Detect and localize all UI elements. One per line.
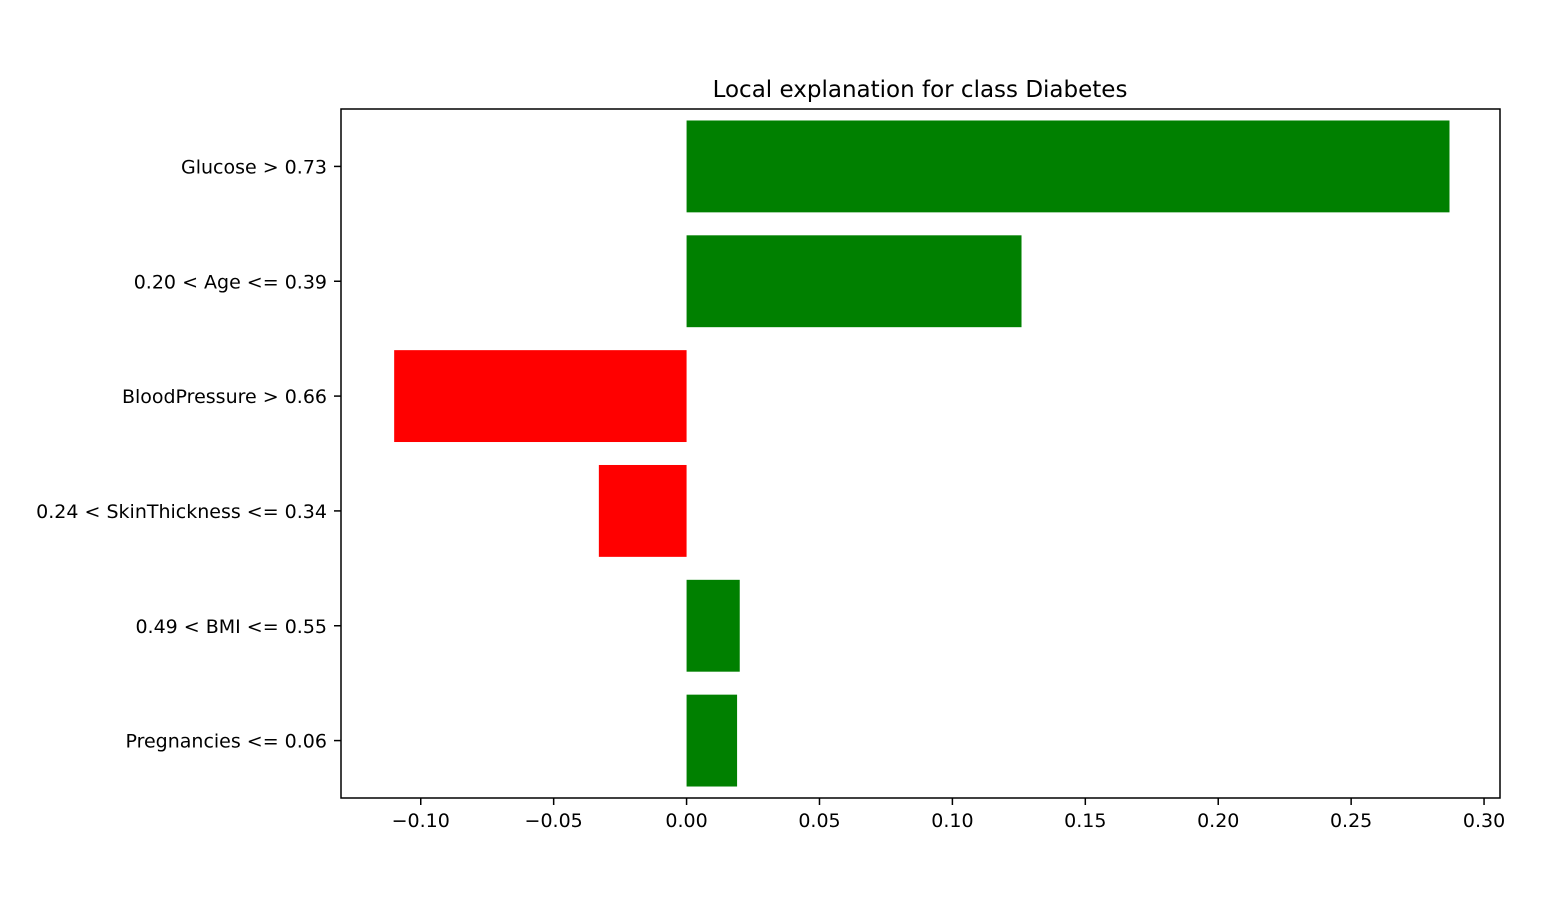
x-tick-label-7: 0.25 [1330,810,1372,832]
x-tick-label-6: 0.20 [1197,810,1239,832]
y-tick-label-1: 0.20 < Age <= 0.39 [134,271,327,293]
x-tick-label-3: 0.05 [798,810,840,832]
bar-5 [686,694,738,787]
plot-frame [340,108,1501,799]
x-tick-label-1: −0.05 [525,810,583,832]
bar-0 [686,120,1450,213]
bar-3 [598,464,687,557]
y-tick-label-4: 0.49 < BMI <= 0.55 [135,616,327,638]
y-tick-label-0: Glucose > 0.73 [181,156,327,178]
y-axis: Glucose > 0.73 0.20 < Age <= 0.39 BloodPre… [36,156,341,753]
bar-4 [686,579,740,672]
x-tick-label-4: 0.10 [931,810,973,832]
y-tick-label-5: Pregnancies <= 0.06 [125,731,327,753]
bar-2 [394,350,687,443]
x-tick-label-0: −0.10 [392,810,450,832]
x-tick-label-8: 0.30 [1463,810,1505,832]
y-tick-label-2: BloodPressure > 0.66 [122,386,327,408]
y-tick-label-3: 0.24 < SkinThickness <= 0.34 [36,501,327,523]
x-tick-label-2: 0.00 [665,810,707,832]
bar-1 [686,235,1022,328]
bars-layer [394,120,1450,787]
x-axis: −0.10 −0.05 0.00 0.05 0.10 0.15 0.20 0.25 0.30 [392,798,1505,832]
chart-title: Local explanation for class Diabetes [713,77,1128,103]
x-tick-label-5: 0.15 [1064,810,1106,832]
